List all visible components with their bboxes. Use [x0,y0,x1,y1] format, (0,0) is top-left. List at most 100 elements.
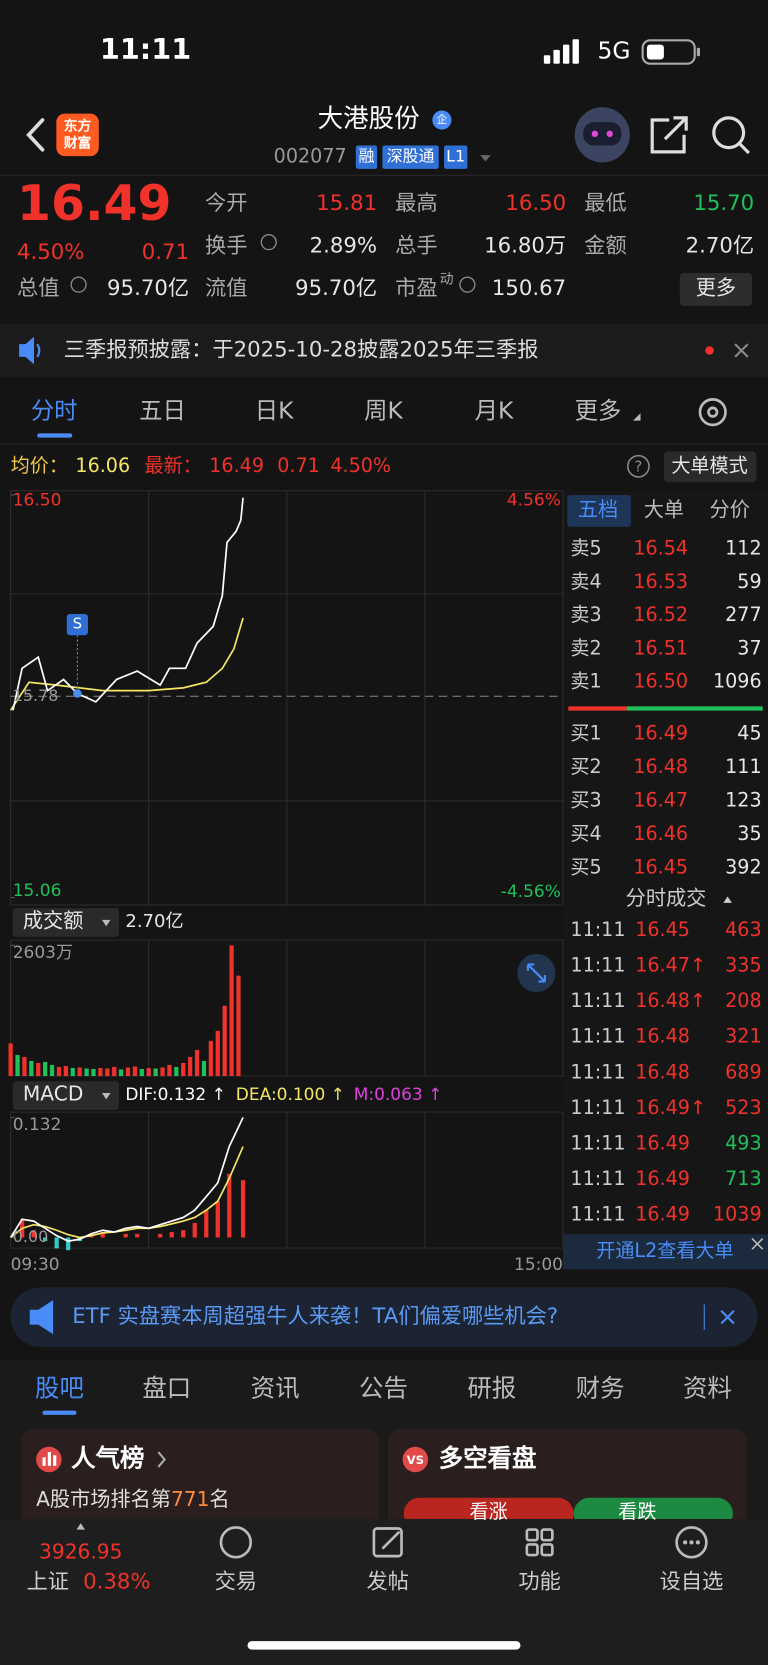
nav-item[interactable]: 设自选 [660,1570,724,1595]
vs-icon [402,1446,429,1473]
trade-time: 11:11 [570,989,625,1012]
l2-bar[interactable] [562,1234,768,1270]
notice-bar[interactable] [0,323,768,378]
macd-bar [135,1233,140,1238]
more-button[interactable]: 更多 [696,275,736,299]
mode-label[interactable]: 大单模式 [671,454,747,477]
tag: 深股通 [387,147,435,166]
notice-text[interactable]: 三季报预披露：于2025-10-28披露2025年三季报 [64,338,539,363]
chart-tab[interactable]: 日K [255,397,294,425]
trade-time: 11:11 [570,1096,625,1119]
index-name[interactable]: 上证 [27,1570,69,1595]
more-button-bg[interactable] [679,272,753,306]
x-tick-label: 09:30 [11,1255,60,1275]
trade-volume: 493 [725,1131,761,1154]
l2-prompt[interactable]: 开通L2查看大单 [596,1239,733,1262]
assistant-avatar[interactable] [574,107,630,163]
chart-tab[interactable]: 月K [475,397,514,425]
section-tab[interactable]: 股吧 [35,1373,84,1402]
volume-bar [56,1066,62,1077]
info-text: 均价： [11,454,68,477]
volume-bar [201,1060,207,1077]
book-price: 16.51 [633,636,688,659]
macd-bar [169,1232,174,1238]
dropdown-arrow[interactable] [101,919,111,927]
settings-button[interactable] [698,398,727,427]
tag-bg [355,145,378,169]
section-tab[interactable]: 财务 [576,1373,625,1402]
book-level: 卖1 [570,670,601,693]
trade-volume: 321 [725,1025,761,1048]
nav-item[interactable]: 发帖 [366,1570,408,1595]
bull-label[interactable]: 看涨 [470,1500,508,1523]
trade-marker: S [73,615,82,633]
field-value: 95.70亿 [107,276,189,301]
volume-bar [139,1068,144,1077]
stock-code: 002077 [274,145,347,168]
nav-item[interactable]: 交易 [215,1570,257,1595]
field-label: 总值 [17,276,59,301]
book-tab[interactable]: 大单 [644,497,684,521]
marker-dot [73,689,82,698]
dea-text: DEA:0.100 ↑ [236,1085,345,1105]
indicator-select[interactable] [12,1081,119,1110]
section-tab[interactable]: 资讯 [251,1373,300,1402]
ad-bar[interactable] [10,1287,758,1347]
back-button[interactable] [26,118,45,152]
chart-tab[interactable]: 周K [364,397,403,425]
help[interactable]: ? [634,457,642,475]
dropdown-arrow[interactable] [480,155,491,162]
volume-bar [236,975,241,1077]
rank-card[interactable] [21,1428,380,1530]
y-tick-label: 15.06 [13,881,62,901]
pct-label: -4.56% [501,882,561,902]
section-tab[interactable]: 盘口 [142,1373,191,1402]
search-button[interactable] [712,116,750,155]
section-tab[interactable]: 公告 [359,1373,408,1402]
tab-indicator [37,433,73,438]
macd-bar [192,1222,197,1238]
section-tab[interactable]: 资料 [683,1373,732,1402]
chart-tab[interactable]: 更多 [575,397,622,425]
index-value[interactable]: 3926.95 [39,1539,122,1563]
expand-button[interactable] [517,953,556,993]
ad-text[interactable]: ETF 实盘赛本周超强牛人来袭！TA们偏爱哪些机会? [72,1304,558,1329]
info-text: 最新： [144,454,201,477]
y-tick-label: 0.00 [13,1227,48,1246]
book-price: 16.54 [633,537,688,560]
mode-button[interactable] [663,451,757,483]
watchlist-icon [675,1526,708,1559]
bear-label[interactable]: 看跌 [618,1500,656,1523]
help-icon[interactable] [626,454,650,478]
indicator-name[interactable]: 成交额 [23,908,84,932]
collapse-arrow[interactable] [723,896,732,903]
chart-tab[interactable]: 分时 [31,397,78,425]
dropdown-arrow[interactable] [101,1093,111,1100]
field-label: 最高 [395,191,437,216]
indicator-name[interactable]: MACD [23,1082,83,1106]
nav-item[interactable]: 功能 [518,1570,560,1595]
section-tab[interactable]: 研报 [467,1373,516,1402]
expand-arrow[interactable] [76,1523,85,1530]
macd-bar [227,1173,232,1238]
charts [8,490,564,1251]
info-icon [459,276,476,293]
badge-icon [432,110,452,130]
book-tab[interactable]: 分价 [710,497,750,521]
chart-tab[interactable]: 五日 [139,397,186,425]
clock: 11:11 [100,32,191,66]
pct-label: 4.56% [507,490,561,510]
book-volume: 112 [725,537,761,560]
battery-icon [641,39,701,65]
dropdown-arrow[interactable] [633,413,641,421]
volume-bar [153,1068,158,1077]
close-button[interactable] [720,1310,735,1325]
macd-bar [123,1233,128,1238]
book-tab[interactable]: 五档 [578,497,618,521]
indicator-select[interactable] [12,908,119,937]
index-change[interactable]: 0.38% [83,1570,150,1595]
share-button[interactable] [650,116,688,154]
close-button[interactable] [751,1237,764,1250]
volume-bar [215,1030,220,1077]
close-button[interactable] [734,343,749,358]
